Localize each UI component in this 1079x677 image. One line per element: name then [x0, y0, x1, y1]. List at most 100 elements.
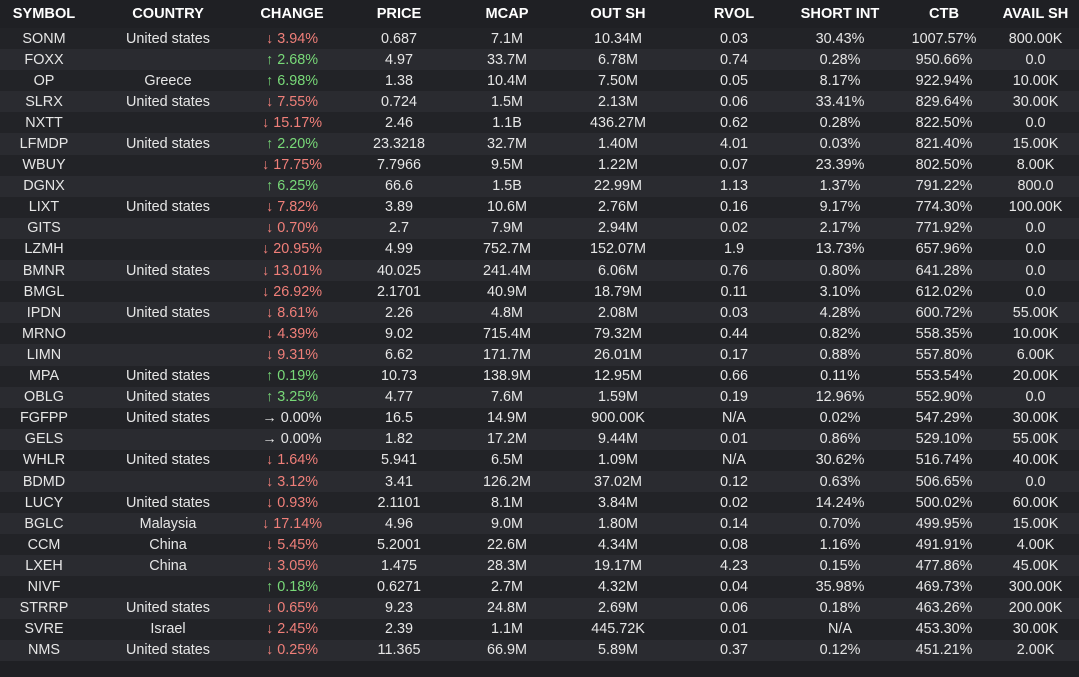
short-int-cell: 14.24% — [815, 494, 865, 511]
symbol-cell[interactable]: GELS — [24, 431, 64, 448]
price-cell: 5.2001 — [376, 536, 421, 553]
table-row[interactable]: BMGL ↓ 26.92% 2.1701 40.9M 18.79M 0.11 3.10% 612… — [0, 281, 1079, 303]
arrow-down-icon: ↓ — [265, 494, 274, 511]
symbol-cell[interactable]: FGFPP — [20, 410, 68, 427]
price-cell: 2.46 — [384, 114, 413, 131]
symbol-cell[interactable]: STRRP — [19, 600, 69, 617]
table-row[interactable]: WHLR United states ↓ 1.64% 5.941 6.5M 1.09M N/A… — [0, 449, 1079, 471]
symbol-cell[interactable]: MPA — [28, 368, 60, 385]
symbol-cell[interactable]: SVRE — [24, 621, 64, 638]
table-row[interactable]: SVRE Israel ↓ 2.45% 2.39 1.1M 445.72K 0.01 N/A 45… — [0, 618, 1079, 640]
table-row[interactable]: MPA United states ↑ 0.19% 10.73 138.9M 12.95M 0… — [0, 365, 1079, 387]
symbol-cell[interactable]: BGLC — [24, 515, 64, 532]
rvol-cell: 0.37 — [719, 642, 748, 659]
table-row[interactable]: BMNR United states ↓ 13.01% 40.025 241.4M 6.06… — [0, 260, 1079, 282]
country-cell: Israel — [150, 621, 186, 638]
price-cell: 2.39 — [384, 621, 413, 638]
table-row[interactable]: SONM United states ↓ 3.94% 0.687 7.1M 10.34M 0.… — [0, 28, 1079, 50]
table-row[interactable]: CCM China ↓ 5.45% 5.2001 22.6M 4.34M 0.08 1.16% 4… — [0, 534, 1079, 556]
change-value: 2.45% — [277, 621, 318, 638]
symbol-cell[interactable]: NMS — [28, 642, 60, 659]
symbol-cell[interactable]: NXTT — [25, 114, 63, 131]
table-row[interactable]: FOXX ↑ 2.68% 4.97 33.7M 6.78M 0.74 0.28% 950.66%… — [0, 49, 1079, 71]
ctb-cell: 557.80% — [915, 346, 973, 363]
ctb-cell: 641.28% — [915, 262, 973, 279]
table-row[interactable]: MRNO ↓ 4.39% 9.02 715.4M 79.32M 0.44 0.82% 558.3… — [0, 323, 1079, 345]
table-row[interactable]: LFMDP United states ↑ 2.20% 23.3218 32.7M 1.40… — [0, 133, 1079, 155]
table-row[interactable]: DGNX ↑ 6.25% 66.6 1.5B 22.99M 1.13 1.37% 791.22%… — [0, 175, 1079, 197]
short-int-cell: N/A — [828, 621, 852, 638]
symbol-cell[interactable]: BDMD — [22, 473, 66, 490]
change-value: 5.45% — [277, 536, 318, 553]
symbol-cell[interactable]: SONM — [22, 30, 66, 47]
table-row[interactable]: GELS → 0.00% 1.82 17.2M 9.44M 0.01 0.86% 529.10%… — [0, 428, 1079, 450]
symbol-cell[interactable]: LIMN — [26, 346, 62, 363]
arrow-down-icon: ↓ — [265, 621, 274, 638]
ctb-cell: 822.50% — [915, 114, 973, 131]
symbol-cell[interactable]: BMGL — [23, 283, 65, 300]
symbol-cell[interactable]: LUCY — [24, 494, 64, 511]
symbol-cell[interactable]: CCM — [27, 536, 61, 553]
symbol-cell[interactable]: IPDN — [26, 304, 62, 321]
symbol-cell[interactable]: WHLR — [22, 452, 66, 469]
arrow-down-icon: ↓ — [265, 346, 274, 363]
country-cell: Greece — [144, 72, 192, 89]
column-header-avail-sh[interactable]: AVAIL SH — [1002, 6, 1069, 22]
column-header-change[interactable]: CHANGE — [260, 6, 324, 22]
column-header-ctb[interactable]: CTB — [929, 6, 959, 22]
table-row[interactable]: NMS United states ↓ 0.25% 11.365 66.9M 5.89M 0.… — [0, 639, 1079, 661]
symbol-cell[interactable]: LXEH — [25, 557, 63, 574]
avail-sh-cell: 100.00K — [1008, 199, 1063, 216]
table-row[interactable]: OBLG United states ↑ 3.25% 4.77 7.6M 1.59M 0.19… — [0, 386, 1079, 408]
table-row[interactable]: LIXT United states ↓ 7.82% 3.89 10.6M 2.76M 0.1… — [0, 196, 1079, 218]
mcap-cell: 1.1M — [491, 621, 523, 638]
column-header-price[interactable]: PRICE — [376, 6, 422, 22]
symbol-cell[interactable]: NIVF — [27, 578, 61, 595]
column-header-mcap[interactable]: MCAP — [485, 6, 529, 22]
price-cell: 9.23 — [384, 600, 413, 617]
price-cell: 6.62 — [384, 346, 413, 363]
mcap-cell: 7.6M — [491, 389, 523, 406]
column-header-out-sh[interactable]: OUT SH — [590, 6, 646, 22]
table-row[interactable]: STRRP United states ↓ 0.65% 9.23 24.8M 2.69M 0.… — [0, 597, 1079, 619]
short-int-cell: 23.39% — [815, 157, 865, 174]
symbol-cell[interactable]: SLRX — [25, 93, 63, 110]
table-row[interactable]: LXEH China ↓ 3.05% 1.475 28.3M 19.17M 4.23 0.15%… — [0, 555, 1079, 577]
table-row[interactable]: LZMH ↓ 20.95% 4.99 752.7M 152.07M 1.9 13.73% 657… — [0, 238, 1079, 261]
column-header-rvol[interactable]: RVOL — [713, 6, 755, 22]
country-cell: United states — [126, 304, 210, 321]
symbol-cell[interactable]: LFMDP — [19, 136, 69, 153]
table-row[interactable]: LUCY United states ↓ 0.93% 2.1101 8.1M 3.84M 0.… — [0, 492, 1079, 514]
table-row[interactable]: NXTT ↓ 15.17% 2.46 1.1B 436.27M 0.62 0.28% 822.5… — [0, 112, 1079, 134]
symbol-cell[interactable]: LZMH — [24, 241, 64, 258]
table-row[interactable]: NIVF ↑ 0.18% 0.6271 2.7M 4.32M 0.04 35.98% 469.7… — [0, 576, 1079, 598]
ctb-cell: 657.96% — [915, 241, 973, 258]
column-header-country[interactable]: COUNTRY — [132, 6, 204, 22]
table-row[interactable]: FGFPP United states → 0.00% 16.5 14.9M 900.00K… — [0, 407, 1079, 429]
column-header-symbol[interactable]: SYMBOL — [12, 6, 76, 22]
table-row[interactable]: BGLC Malaysia ↓ 17.14% 4.96 9.0M 1.80M 0.14 0.70… — [0, 513, 1079, 535]
symbol-cell[interactable]: MRNO — [22, 325, 66, 342]
symbol-cell[interactable]: OBLG — [24, 389, 64, 406]
country-cell: United states — [126, 494, 210, 511]
symbol-cell[interactable]: DGNX — [23, 178, 65, 195]
symbol-cell[interactable]: LIXT — [28, 199, 60, 216]
mcap-cell: 715.4M — [483, 325, 531, 342]
table-row[interactable]: IPDN United states ↓ 8.61% 2.26 4.8M 2.08M 0.03… — [0, 302, 1079, 324]
rvol-cell: 0.62 — [719, 114, 748, 131]
table-row[interactable]: LIMN ↓ 9.31% 6.62 171.7M 26.01M 0.17 0.88% 557.8… — [0, 344, 1079, 366]
symbol-cell[interactable]: GITS — [27, 220, 61, 237]
table-row[interactable]: SLRX United states ↓ 7.55% 0.724 1.5M 2.13M 0.0… — [0, 91, 1079, 113]
column-header-short-int[interactable]: SHORT INT — [800, 6, 880, 22]
symbol-cell[interactable]: FOXX — [24, 51, 64, 68]
symbol-cell[interactable]: BMNR — [22, 262, 66, 279]
table-row[interactable]: BDMD ↓ 3.12% 3.41 126.2M 37.02M 0.12 0.63% 506.6… — [0, 470, 1079, 493]
ctb-cell: 558.35% — [915, 325, 973, 342]
symbol-cell[interactable]: WBUY — [22, 157, 66, 174]
arrow-down-icon: ↓ — [265, 642, 274, 659]
table-row[interactable]: OP Greece ↑ 6.98% 1.38 10.4M 7.50M 0.05 8.17% 922… — [0, 70, 1079, 92]
table-row[interactable]: GITS ↓ 0.70% 2.7 7.9M 2.94M 0.02 2.17% 771.92% 0.… — [0, 217, 1079, 239]
avail-sh-cell: 6.00K — [1016, 346, 1055, 363]
table-row[interactable]: WBUY ↓ 17.75% 7.7966 9.5M 1.22M 0.07 23.39% 802.… — [0, 154, 1079, 176]
symbol-cell[interactable]: OP — [33, 72, 55, 89]
